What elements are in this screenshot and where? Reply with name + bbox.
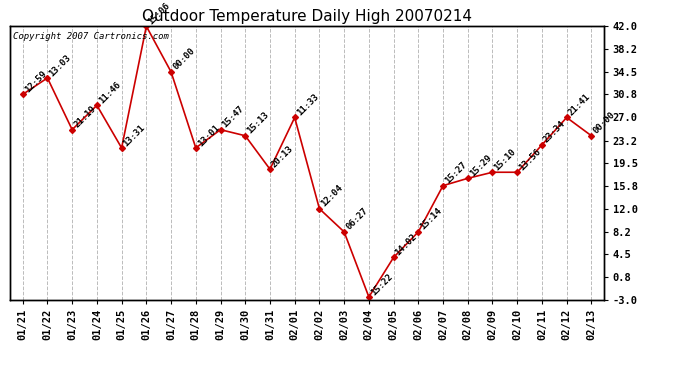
Text: 21:19: 21:19 [72, 104, 97, 130]
Text: Copyright 2007 Cartronics.com: Copyright 2007 Cartronics.com [13, 32, 169, 41]
Text: 00:00: 00:00 [591, 110, 617, 136]
Text: 15:47: 15:47 [221, 104, 246, 130]
Text: 15:13: 15:13 [245, 110, 270, 136]
Text: 15:14: 15:14 [418, 207, 444, 232]
Text: 13:31: 13:31 [121, 123, 147, 148]
Text: 20:13: 20:13 [270, 144, 295, 169]
Text: 11:33: 11:33 [295, 92, 320, 117]
Text: 13:56: 13:56 [518, 147, 542, 172]
Text: 00:00: 00:00 [171, 46, 197, 72]
Text: 06:27: 06:27 [344, 207, 370, 232]
Text: 15:29: 15:29 [468, 153, 493, 178]
Text: 15:06: 15:06 [146, 1, 172, 26]
Text: 11:46: 11:46 [97, 80, 122, 105]
Text: 12:59: 12:59 [23, 69, 48, 94]
Text: 15:10: 15:10 [493, 147, 518, 172]
Text: 13:03: 13:03 [48, 53, 73, 78]
Text: 15:22: 15:22 [369, 272, 394, 297]
Title: Outdoor Temperature Daily High 20070214: Outdoor Temperature Daily High 20070214 [142, 9, 472, 24]
Text: 23:34: 23:34 [542, 120, 567, 145]
Text: 12:04: 12:04 [319, 183, 345, 209]
Text: 13:01: 13:01 [196, 123, 221, 148]
Text: 15:27: 15:27 [443, 160, 469, 186]
Text: 21:41: 21:41 [566, 92, 592, 117]
Text: 14:02: 14:02 [393, 232, 419, 257]
